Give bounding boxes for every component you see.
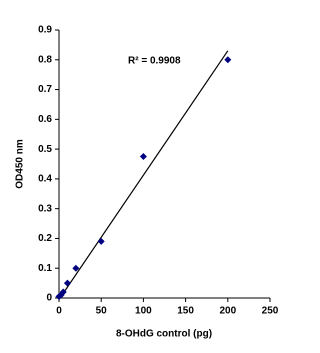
data-point bbox=[139, 153, 147, 161]
y-axis-label: OD450 nm bbox=[15, 139, 26, 189]
y-tick-label: 0.2 bbox=[38, 233, 52, 244]
chart: 8-OHdG control (pg) OD450 nm R² = 0.9908… bbox=[15, 25, 279, 340]
y-tick-label: 0.1 bbox=[38, 263, 52, 274]
x-tick-label: 100 bbox=[135, 306, 152, 317]
y-tick-label: 0.4 bbox=[38, 174, 52, 185]
data-point bbox=[224, 56, 232, 64]
x-tick-label: 250 bbox=[262, 306, 279, 317]
data-point bbox=[59, 288, 67, 296]
y-tick-label: 0 bbox=[46, 293, 52, 304]
data-point bbox=[63, 279, 71, 287]
trendline bbox=[58, 50, 229, 300]
x-tick-label: 200 bbox=[219, 306, 236, 317]
x-tick-label: 150 bbox=[177, 306, 194, 317]
x-axis-label: 8-OHdG control (pg) bbox=[116, 329, 212, 340]
x-tick-label: 0 bbox=[56, 306, 62, 317]
data-point bbox=[97, 237, 105, 245]
y-tick-label: 0.7 bbox=[38, 84, 52, 95]
data-point bbox=[72, 264, 80, 272]
y-tick-label: 0.8 bbox=[38, 54, 52, 65]
y-tick-label: 0.5 bbox=[38, 144, 52, 155]
annotation: R² = 0.9908 bbox=[128, 56, 181, 67]
y-tick-label: 0.9 bbox=[38, 25, 52, 36]
y-tick-label: 0.6 bbox=[38, 114, 52, 125]
x-tick-label: 50 bbox=[96, 306, 108, 317]
y-tick-label: 0.3 bbox=[38, 203, 52, 214]
